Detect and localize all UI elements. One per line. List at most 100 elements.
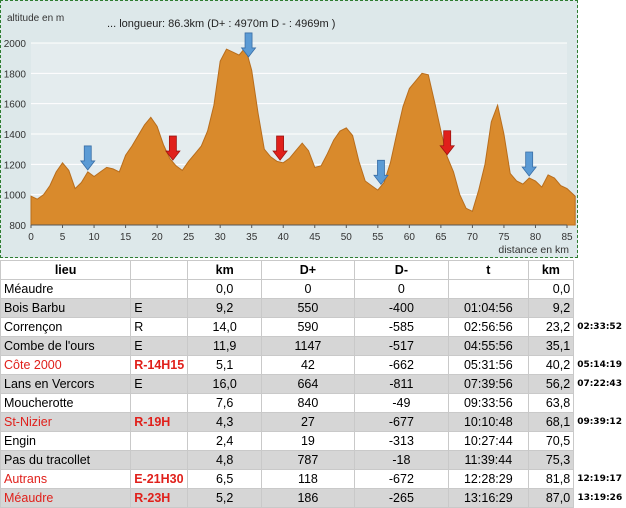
row-dminus: -811	[353, 374, 450, 394]
row-lieu: Autrans	[0, 469, 132, 489]
x-tick-label: 5	[60, 232, 66, 243]
y-tick-label: 1200	[4, 160, 27, 171]
row-time: 11:39:44	[448, 450, 529, 470]
row-lieu: Bois Barbu	[0, 298, 132, 318]
y-tick-label: 2000	[4, 39, 27, 50]
x-tick-label: 65	[435, 232, 447, 243]
row-code: E	[130, 374, 189, 394]
row-dplus: 840	[261, 393, 355, 413]
row-cumulative-km: 0,0	[527, 279, 575, 299]
row-time: 12:28:29	[448, 469, 529, 489]
y-tick-label: 1800	[4, 69, 27, 80]
row-dminus: -585	[353, 317, 450, 337]
red-arrow-icon	[272, 135, 288, 161]
header-time: t	[448, 260, 529, 280]
row-extra-time	[573, 431, 626, 451]
header-cumulative-km: km	[527, 260, 575, 280]
elevation-profile-chart: 800 1000 1200 1400 1600 1800 2000 0 5 10 15 20 25 30 3…	[0, 0, 578, 258]
row-time: 04:55:56	[448, 336, 529, 356]
row-code	[130, 393, 189, 413]
row-dminus: 0	[353, 279, 450, 299]
row-lieu: Méaudre	[0, 279, 132, 299]
x-tick-label: 15	[120, 232, 132, 243]
x-tick-label: 40	[278, 232, 290, 243]
table-row: Moucherotte 7,6 840 -49 09:33:56 63,8	[0, 393, 626, 413]
row-dplus: 550	[261, 298, 355, 318]
x-tick-label: 55	[372, 232, 384, 243]
row-dplus: 42	[261, 355, 355, 375]
header-lieu: lieu	[0, 260, 132, 280]
row-time: 10:10:48	[448, 412, 529, 432]
row-extra-time	[573, 279, 626, 299]
row-time: 05:31:56	[448, 355, 529, 375]
x-tick-label: 70	[467, 232, 479, 243]
row-time: 10:27:44	[448, 431, 529, 451]
red-arrow-icon	[165, 135, 181, 161]
row-cumulative-km: 56,2	[527, 374, 575, 394]
table-row: Engin 2,4 19 -313 10:27:44 70,5	[0, 431, 626, 451]
row-dminus: -400	[353, 298, 450, 318]
row-code: R-14H15	[130, 355, 189, 375]
row-code: R-19H	[130, 412, 189, 432]
blue-arrow-icon	[373, 159, 389, 185]
row-lieu: Corrençon	[0, 317, 132, 337]
x-tick-label: 0	[28, 232, 34, 243]
row-lieu: Méaudre	[0, 488, 132, 508]
row-km: 7,6	[187, 393, 263, 413]
x-tick-label: 45	[309, 232, 321, 243]
row-extra-time	[573, 336, 626, 356]
row-lieu: Lans en Vercors	[0, 374, 132, 394]
row-code: R-23H	[130, 488, 189, 508]
row-cumulative-km: 87,0	[527, 488, 575, 508]
table-row: Combe de l'ours E 11,9 1147 -517 04:55:56 35,1	[0, 336, 626, 356]
row-dplus: 118	[261, 469, 355, 489]
table-header-row: lieu km D+ D- t km	[0, 260, 626, 280]
y-tick-label: 800	[9, 221, 26, 232]
row-code	[130, 279, 189, 299]
row-extra-time: 07:22:43	[573, 374, 626, 394]
row-km: 14,0	[187, 317, 263, 337]
row-extra-time: 02:33:52	[573, 317, 626, 337]
x-tick-label: 35	[246, 232, 258, 243]
y-tick-label: 1000	[4, 191, 27, 202]
table-row: Méaudre 0,0 0 0 0,0	[0, 279, 626, 299]
chart-annotation: ... longueur: 86.3km (D+ : 4970m D - : 4…	[107, 18, 335, 30]
row-time: 01:04:56	[448, 298, 529, 318]
row-cumulative-km: 63,8	[527, 393, 575, 413]
row-dplus: 186	[261, 488, 355, 508]
x-tick-label: 80	[530, 232, 542, 243]
row-time: 13:16:29	[448, 488, 529, 508]
row-cumulative-km: 70,5	[527, 431, 575, 451]
row-extra-time	[573, 393, 626, 413]
header-extra	[573, 260, 626, 280]
row-lieu: Combe de l'ours	[0, 336, 132, 356]
row-cumulative-km: 68,1	[527, 412, 575, 432]
x-axis-label: distance en km	[498, 244, 569, 256]
row-code: R	[130, 317, 189, 337]
stages-table: lieu km D+ D- t km Méaudre 0,0 0 0 0,0 Bois B…	[0, 260, 626, 508]
y-tick-label: 1600	[4, 100, 27, 111]
row-extra-time	[573, 298, 626, 318]
row-dminus: -265	[353, 488, 450, 508]
row-km: 16,0	[187, 374, 263, 394]
header-km: km	[187, 260, 263, 280]
elevation-area	[30, 46, 576, 226]
row-time	[448, 279, 529, 299]
row-km: 6,5	[187, 469, 263, 489]
row-extra-time: 09:39:12	[573, 412, 626, 432]
x-tick-label: 10	[88, 232, 100, 243]
row-dplus: 0	[261, 279, 355, 299]
table-row: St-Nizier R-19H 4,3 27 -677 10:10:48 68,1 09:39…	[0, 412, 626, 432]
row-time: 02:56:56	[448, 317, 529, 337]
row-extra-time: 13:19:26	[573, 488, 626, 508]
row-dminus: -517	[353, 336, 450, 356]
row-lieu: Moucherotte	[0, 393, 132, 413]
row-km: 0,0	[187, 279, 263, 299]
x-tick-label: 50	[341, 232, 353, 243]
row-extra-time	[573, 450, 626, 470]
x-tick-label: 30	[215, 232, 227, 243]
table-row: Pas du tracollet 4,8 787 -18 11:39:44 75,3	[0, 450, 626, 470]
row-dplus: 1147	[261, 336, 355, 356]
row-dplus: 590	[261, 317, 355, 337]
row-km: 9,2	[187, 298, 263, 318]
